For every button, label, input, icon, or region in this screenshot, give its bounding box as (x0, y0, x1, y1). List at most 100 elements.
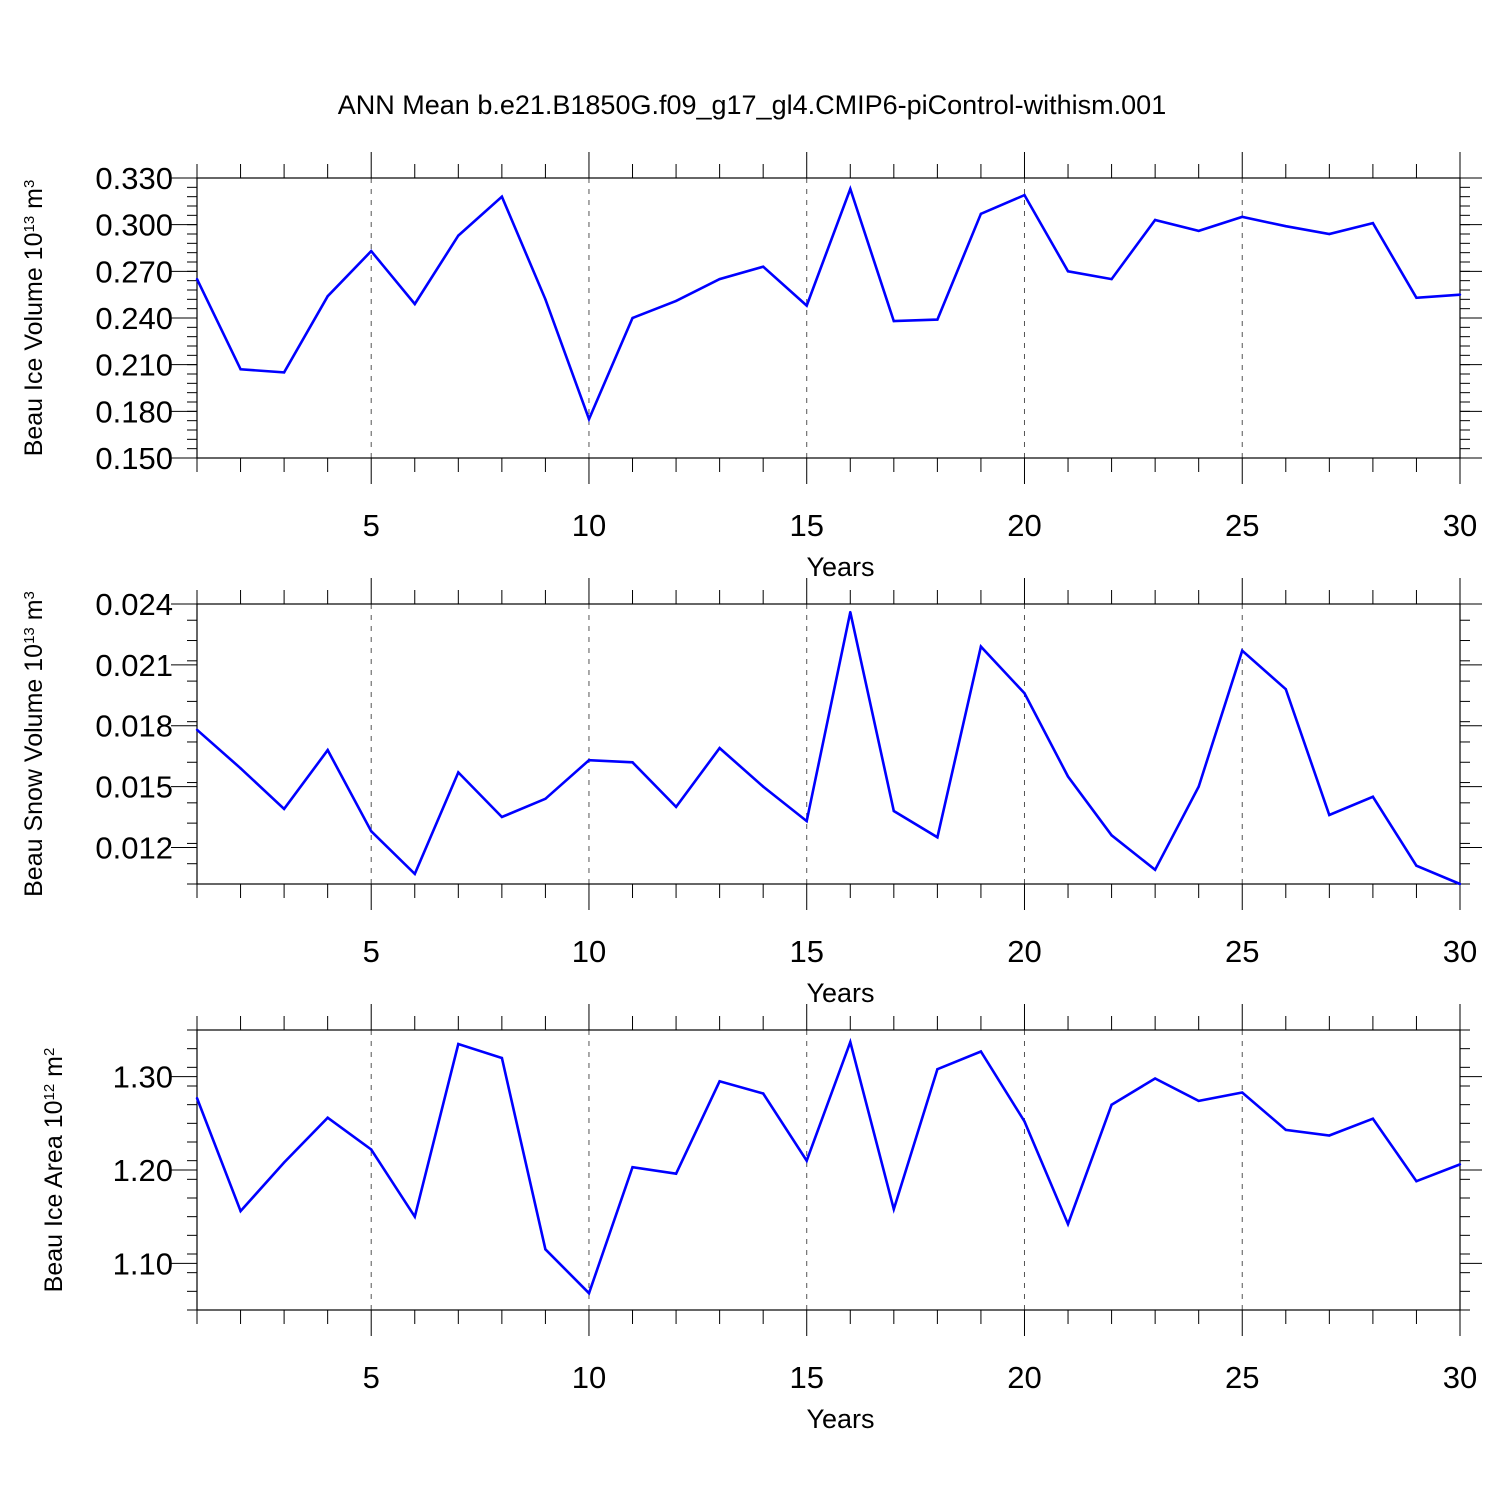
data-point (544, 1248, 547, 1251)
y-tick-label: 0.024 (95, 587, 173, 622)
data-point (674, 1172, 678, 1175)
x-tick-label: 25 (1225, 508, 1259, 543)
x-tick-label: 25 (1225, 1360, 1259, 1395)
data-point (195, 277, 199, 281)
data-point (805, 819, 808, 823)
data-point (849, 610, 852, 614)
data-point (936, 836, 939, 839)
data-point (674, 299, 678, 303)
data-point (892, 319, 896, 323)
x-tick-label: 20 (1007, 934, 1041, 969)
data-point (631, 316, 634, 320)
data-point (1153, 1077, 1157, 1080)
data-point (849, 1040, 852, 1044)
y-tick-label: 0.210 (95, 348, 173, 383)
data-point (1197, 1099, 1200, 1103)
y-tick-label: 0.180 (95, 394, 173, 429)
data-point (195, 728, 199, 731)
data-point (500, 195, 504, 198)
y-tick-label: 0.240 (95, 301, 173, 336)
y-tick-label: 0.270 (95, 254, 173, 289)
panel-1: 5 10 15 20 25 30 Years 0.150 0.180 0.210 0.240 0.27… (20, 152, 1482, 582)
data-point (761, 265, 765, 268)
data-point (1371, 795, 1375, 798)
y-tick-label: 0.018 (95, 709, 173, 744)
y-tick-label: 1.20 (113, 1153, 173, 1188)
data-point (326, 1116, 329, 1119)
data-point (1241, 1091, 1244, 1094)
y-axis-label: Beau Ice Volume 1013 m3 (20, 180, 48, 457)
data-point (1023, 193, 1026, 197)
data-point (500, 815, 504, 819)
data-point (1023, 1120, 1026, 1123)
data-point (936, 318, 939, 321)
data-point (1110, 277, 1113, 281)
x-tick-label: 20 (1007, 1360, 1041, 1395)
data-point (1197, 785, 1200, 788)
data-point (718, 1080, 721, 1083)
data-point (544, 797, 547, 800)
x-tick-label: 30 (1443, 1360, 1477, 1395)
data-point (805, 1159, 808, 1162)
data-point (1415, 864, 1418, 867)
data-point (587, 759, 591, 762)
data-point (1153, 868, 1157, 871)
x-axis-label: Years (806, 1404, 874, 1434)
x-tick-label: 30 (1443, 934, 1477, 969)
data-point (1066, 775, 1070, 778)
data-point (805, 304, 808, 307)
data-point (195, 1096, 199, 1100)
panels: 5 10 15 20 25 30 Years 0.150 0.180 0.210 0.240 0.27… (20, 152, 1482, 1434)
plot-frame (196, 603, 1461, 885)
data-point (1066, 270, 1070, 273)
plot-frame (196, 1029, 1461, 1311)
data-point (282, 807, 286, 811)
plot-frame (196, 177, 1461, 459)
data-point (1023, 692, 1026, 695)
x-tick-label: 5 (363, 1360, 380, 1395)
y-tick-label: 0.015 (95, 770, 173, 805)
data-point (1197, 229, 1200, 233)
data-point (239, 1209, 242, 1213)
data-point (718, 277, 721, 281)
data-point (587, 1292, 591, 1295)
data-point (1328, 232, 1331, 236)
data-point (892, 1208, 896, 1211)
data-point (370, 1148, 373, 1151)
data-point (979, 1050, 983, 1053)
data-point (718, 746, 721, 750)
y-tick-label: 1.10 (113, 1246, 173, 1281)
data-point (326, 295, 329, 298)
data-point (1110, 1103, 1113, 1106)
data-point (282, 1161, 286, 1164)
data-point (282, 371, 286, 374)
data-point (979, 645, 983, 648)
y-tick-label: 0.300 (95, 208, 173, 243)
data-point (370, 249, 373, 253)
data-point (674, 805, 678, 809)
data-point (1371, 1117, 1375, 1120)
data-point (1458, 293, 1462, 296)
data-point (761, 1092, 765, 1095)
figure-title: ANN Mean b.e21.B1850G.f09_g17_gl4.CMIP6-… (338, 90, 1166, 120)
data-point (1458, 882, 1462, 886)
x-tick-label: 10 (572, 508, 606, 543)
x-tick-label: 15 (789, 934, 823, 969)
y-tick-label: 1.30 (113, 1060, 173, 1095)
y-axis-label: Beau Ice Area 1012 m2 (40, 1048, 68, 1293)
x-tick-label: 10 (572, 934, 606, 969)
y-tick-label: 0.012 (95, 830, 173, 865)
series-line (195, 184, 1461, 423)
data-point (892, 809, 896, 813)
data-point (1371, 221, 1375, 225)
data-point (413, 302, 416, 306)
series-line (195, 1037, 1461, 1296)
y-tick-label: 0.330 (95, 161, 173, 196)
data-point (457, 1042, 460, 1046)
data-point (1153, 218, 1157, 222)
series-line (196, 611, 1461, 886)
data-point (1284, 688, 1287, 691)
data-point (239, 368, 242, 371)
data-point (544, 298, 547, 301)
data-point (1328, 813, 1331, 817)
